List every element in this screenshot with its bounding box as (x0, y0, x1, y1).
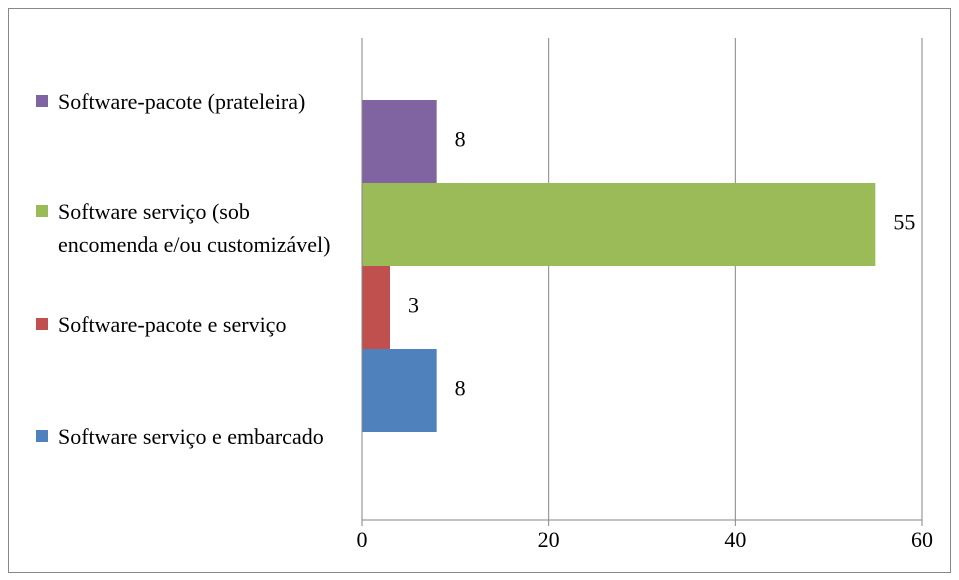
data-label: 8 (455, 127, 466, 152)
legend-label: Software-pacote (prateleira) (58, 89, 306, 114)
bar (362, 183, 876, 266)
bar (362, 349, 437, 432)
bar (362, 266, 390, 349)
data-label: 8 (455, 376, 466, 401)
data-label: 3 (408, 293, 419, 318)
x-tick-label: 60 (911, 527, 933, 552)
legend-item: Software-pacote (prateleira) (36, 85, 336, 118)
x-tick-label: 40 (724, 527, 746, 552)
legend-swatch (36, 205, 48, 217)
legend-item: Software-pacote e serviço (36, 308, 336, 341)
x-tick-label: 0 (357, 527, 368, 552)
legend-item: Software serviço e embarcado (36, 420, 336, 453)
legend-label: Software serviço (sob encomenda e/ou cus… (58, 199, 331, 257)
legend-item: Software serviço (sob encomenda e/ou cus… (36, 195, 336, 261)
legend-label: Software-pacote e serviço (58, 312, 287, 337)
legend-swatch (36, 430, 48, 442)
x-tick-label: 20 (538, 527, 560, 552)
legend-label: Software serviço e embarcado (58, 424, 324, 449)
legend-swatch (36, 95, 48, 107)
chart-frame (8, 8, 951, 573)
bar (362, 100, 437, 183)
legend-swatch (36, 318, 48, 330)
data-label: 55 (893, 210, 915, 235)
